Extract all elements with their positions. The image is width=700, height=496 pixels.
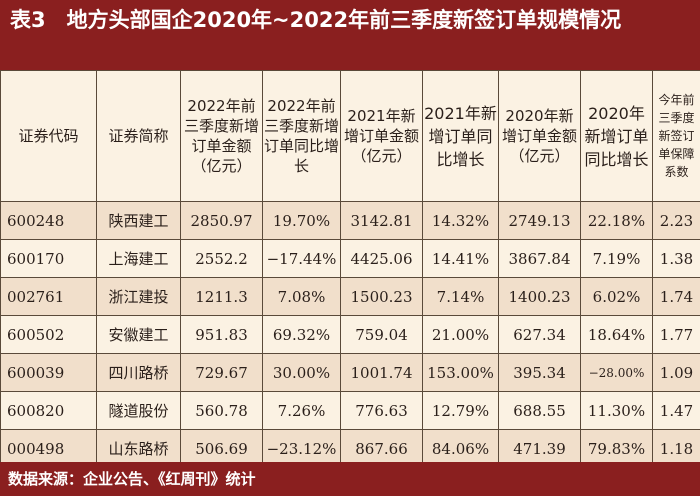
value-cell: 951.83 [180, 315, 263, 354]
value-cell: 79.83% [580, 429, 653, 468]
value-cell: 1.09 [652, 353, 700, 392]
table-container: 证券代码 证券简称 2022年前三季度新增订单金额（亿元） 2022年前三季度新… [0, 70, 700, 468]
value-cell: 7.26% [262, 391, 341, 430]
value-cell: 1400.23 [498, 277, 581, 316]
order-table: 证券代码 证券简称 2022年前三季度新增订单金额（亿元） 2022年前三季度新… [0, 70, 700, 468]
value-cell: 14.41% [422, 239, 499, 278]
value-cell: 2850.97 [180, 201, 263, 240]
security-code-cell: 600039 [0, 353, 97, 392]
header-cell: 2020年新增订单金额（亿元） [498, 70, 581, 202]
value-cell: 395.34 [498, 353, 581, 392]
table-title: 表3 地方头部国企2020年~2022年前三季度新签订单规模情况 [0, 0, 700, 70]
value-cell: 1.47 [652, 391, 700, 430]
header-row: 证券代码 证券简称 2022年前三季度新增订单金额（亿元） 2022年前三季度新… [0, 70, 700, 202]
value-cell: 11.30% [580, 391, 653, 430]
value-cell: 1211.3 [180, 277, 263, 316]
value-cell: 7.14% [422, 277, 499, 316]
table-row: 600039 四川路桥 729.67 30.00% 1001.74 153.00% 395.… [0, 353, 700, 392]
value-cell: 30.00% [262, 353, 341, 392]
value-cell: 729.67 [180, 353, 263, 392]
table-row: 002761 浙江建投 1211.3 7.08% 1500.23 7.14% 1400.23… [0, 277, 700, 316]
value-cell: 1500.23 [340, 277, 423, 316]
value-cell: 1.38 [652, 239, 700, 278]
table-body: 600248 陕西建工 2850.97 19.70% 3142.81 14.32% 2749… [0, 201, 700, 468]
security-code-cell: 600170 [0, 239, 97, 278]
security-code-cell: 002761 [0, 277, 97, 316]
header-cell: 2021年新增订单同比增长 [422, 70, 499, 202]
value-cell: 21.00% [422, 315, 499, 354]
security-name-cell: 四川路桥 [96, 353, 181, 392]
security-code-cell: 600248 [0, 201, 97, 240]
value-cell: 2749.13 [498, 201, 581, 240]
header-cell: 2021年新增订单金额（亿元） [340, 70, 423, 202]
table-row: 600502 安徽建工 951.83 69.32% 759.04 21.00% 627.34… [0, 315, 700, 354]
value-cell: 867.66 [340, 429, 423, 468]
security-code-cell: 600820 [0, 391, 97, 430]
value-cell: 6.02% [580, 277, 653, 316]
header-cell: 今年前三季度新签订单保障系数 [652, 70, 700, 202]
security-name-cell: 浙江建投 [96, 277, 181, 316]
value-cell: 1.74 [652, 277, 700, 316]
value-cell: 153.00% [422, 353, 499, 392]
header-cell: 2020年新增订单同比增长 [580, 70, 653, 202]
value-cell: 18.64% [580, 315, 653, 354]
header-cell: 证券简称 [96, 70, 181, 202]
security-code-cell: 600502 [0, 315, 97, 354]
value-cell: 19.70% [262, 201, 341, 240]
security-name-cell: 上海建工 [96, 239, 181, 278]
value-cell: 2.23 [652, 201, 700, 240]
value-cell: 1.77 [652, 315, 700, 354]
value-cell: 3867.84 [498, 239, 581, 278]
value-cell: 84.06% [422, 429, 499, 468]
value-cell: 7.19% [580, 239, 653, 278]
value-cell: 471.39 [498, 429, 581, 468]
value-cell: 1.18 [652, 429, 700, 468]
table-row: 600248 陕西建工 2850.97 19.70% 3142.81 14.32% 2749… [0, 201, 700, 240]
value-cell: 4425.06 [340, 239, 423, 278]
value-cell: 776.63 [340, 391, 423, 430]
security-name-cell: 安徽建工 [96, 315, 181, 354]
value-cell: −17.44% [262, 239, 341, 278]
table-row: 600170 上海建工 2552.2 −17.44% 4425.06 14.41% 3867… [0, 239, 700, 278]
security-name-cell: 隧道股份 [96, 391, 181, 430]
value-cell: 1001.74 [340, 353, 423, 392]
value-cell: 560.78 [180, 391, 263, 430]
value-cell: 688.55 [498, 391, 581, 430]
value-cell: 12.79% [422, 391, 499, 430]
value-cell: 627.34 [498, 315, 581, 354]
header-cell: 2022年前三季度新增订单金额（亿元） [180, 70, 263, 202]
table-row: 000498 山东路桥 506.69 −23.12% 867.66 84.06% 471.3… [0, 429, 700, 468]
source-note: 数据来源：企业公告、《红周刊》统计 [0, 462, 700, 496]
value-cell: 7.08% [262, 277, 341, 316]
table-row: 600820 隧道股份 560.78 7.26% 776.63 12.79% 688.55 1… [0, 391, 700, 430]
value-cell: −28.00% [580, 353, 653, 392]
header-cell: 2022年前三季度新增订单同比增长 [262, 70, 341, 202]
security-name-cell: 陕西建工 [96, 201, 181, 240]
value-cell: 759.04 [340, 315, 423, 354]
value-cell: 3142.81 [340, 201, 423, 240]
security-code-cell: 000498 [0, 429, 97, 468]
value-cell: 2552.2 [180, 239, 263, 278]
value-cell: 14.32% [422, 201, 499, 240]
value-cell: 22.18% [580, 201, 653, 240]
value-cell: 69.32% [262, 315, 341, 354]
header-cell: 证券代码 [0, 70, 97, 202]
